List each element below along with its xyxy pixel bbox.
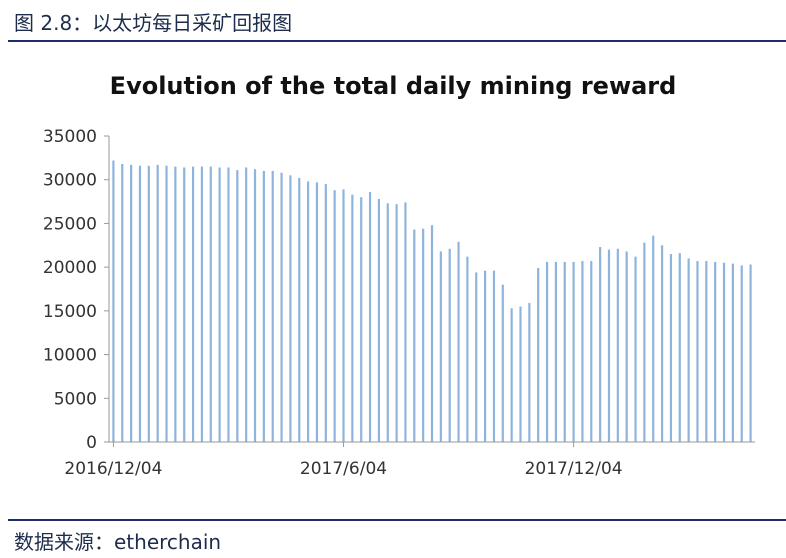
y-tick-label: 10000: [43, 346, 97, 366]
bar: [501, 284, 504, 442]
bar: [599, 247, 602, 442]
bar-group: [112, 160, 752, 443]
chart-title: Evolution of the total daily mining rewa…: [109, 72, 677, 100]
bar: [386, 203, 389, 442]
bar: [209, 166, 212, 442]
bar: [156, 164, 159, 442]
bar: [722, 262, 726, 442]
bar: [413, 229, 416, 442]
bar: [634, 256, 637, 442]
figure-caption: 图 2.8：以太坊每日采矿回报图: [14, 11, 293, 35]
bar: [448, 248, 451, 442]
bar: [466, 256, 469, 442]
bar: [457, 241, 460, 442]
source-note: 数据来源：etherchain: [14, 530, 222, 554]
y-tick-label: 15000: [43, 302, 97, 322]
bar: [714, 261, 717, 442]
bar: [112, 160, 115, 443]
bar: [484, 270, 487, 442]
bar: [660, 245, 664, 442]
y-tick-label: 20000: [43, 258, 97, 278]
bar: [342, 189, 345, 442]
bar: [590, 261, 593, 442]
bar: [475, 272, 478, 442]
bar: [607, 249, 611, 442]
bar: [289, 175, 292, 442]
bar: [333, 190, 336, 442]
bar: [315, 182, 319, 442]
bar: [510, 308, 513, 442]
bar: [395, 204, 398, 442]
bar: [324, 184, 327, 442]
x-tick-labels: 2016/12/04 2017/6/04 2017/12/04: [64, 459, 622, 479]
bar: [545, 261, 549, 442]
bar: [616, 248, 619, 442]
bar: [307, 181, 310, 442]
bar: [377, 198, 380, 442]
bar: [351, 194, 354, 442]
y-tick-label: 30000: [43, 171, 97, 191]
bar: [430, 225, 434, 442]
bar: [678, 253, 681, 442]
x-tick-label: 2017/12/04: [525, 459, 623, 479]
bar: [138, 165, 142, 443]
x-tick-label: 2017/6/04: [300, 459, 387, 479]
bar: [492, 270, 496, 442]
bottom-rule: [8, 519, 786, 521]
bar: [554, 261, 557, 442]
bar: [227, 167, 230, 442]
bar: [298, 177, 301, 442]
bar: [572, 261, 575, 442]
bar: [696, 261, 699, 442]
y-tick-label: 35000: [43, 127, 97, 147]
bar: [749, 264, 752, 442]
bar: [130, 164, 133, 442]
bar: [191, 166, 195, 442]
bar: [705, 261, 708, 442]
bar: [519, 306, 522, 442]
bar: [368, 191, 372, 442]
bar: [262, 170, 265, 442]
bar: [121, 163, 124, 443]
y-tick-label: 0: [86, 433, 97, 453]
y-tick-labels: 35000 30000 25000 20000 15000 10000 5000 0: [43, 127, 97, 453]
bar: [581, 261, 584, 442]
bar: [236, 170, 239, 442]
bar: [652, 235, 655, 442]
bar: [147, 165, 150, 443]
bar: [174, 166, 177, 442]
x-tick-label: 2016/12/04: [64, 459, 162, 479]
y-tick-label: 25000: [43, 214, 97, 234]
y-tick-label: 5000: [54, 389, 97, 409]
bar: [165, 165, 168, 443]
bar: [280, 172, 283, 442]
bar: [360, 197, 363, 442]
bar: [218, 167, 221, 442]
bar: [528, 302, 531, 442]
bar: [404, 202, 407, 442]
bar: [439, 251, 442, 442]
bar: [271, 170, 274, 442]
bar: [537, 268, 540, 442]
bar: [563, 261, 566, 442]
bar: [422, 228, 425, 442]
bar: [253, 169, 257, 442]
bar: [183, 167, 186, 442]
bar: [245, 167, 248, 442]
top-rule: [8, 40, 786, 42]
bar: [669, 254, 673, 442]
bar: [687, 258, 690, 442]
bar: [625, 251, 628, 442]
bar: [643, 242, 646, 442]
axes: [104, 135, 755, 447]
bar: [731, 263, 734, 442]
bar: [200, 166, 204, 442]
bar: [740, 265, 743, 442]
